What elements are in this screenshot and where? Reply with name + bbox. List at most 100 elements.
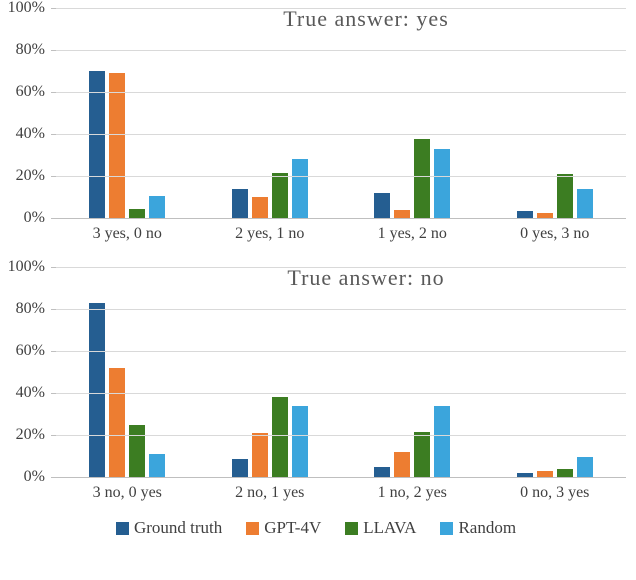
y-tick-label: 80%: [15, 300, 45, 317]
bar-gpt-4v: [251, 432, 268, 477]
bar-group: [484, 8, 627, 218]
gridline: [56, 393, 626, 394]
x-category-label: 3 no, 0 yes: [92, 484, 162, 501]
gridline: [56, 92, 626, 93]
x-category-label: 2 no, 1 yes: [235, 484, 305, 501]
bar-ground-truth: [374, 466, 391, 477]
bar-group: [341, 267, 484, 477]
y-tick-mark: [51, 176, 56, 177]
legend-swatch: [345, 521, 359, 535]
y-tick-label: 0%: [23, 209, 45, 226]
bar-llava: [556, 173, 573, 218]
bar-random: [291, 159, 308, 218]
y-tick-label: 40%: [15, 384, 45, 401]
x-category-label: 1 yes, 2 no: [377, 225, 447, 242]
bar-gpt-4v: [251, 197, 268, 218]
plot-area: True answer: yes: [51, 6, 627, 219]
y-tick-mark: [51, 8, 56, 9]
y-tick-mark: [51, 309, 56, 310]
legend-label: Ground truth: [133, 518, 223, 537]
bar-llava: [129, 208, 146, 218]
legend-label: Random: [458, 518, 517, 537]
bar-llava: [271, 172, 288, 218]
plot-wrap: 0% 20% 40% 60% 80% 100% True answer: no: [6, 258, 626, 485]
gridline: [56, 176, 626, 177]
y-tick-mark: [51, 477, 56, 478]
bar-gpt-4v: [536, 212, 553, 218]
bar-group: [199, 8, 342, 218]
y-tick-label: 100%: [7, 0, 45, 16]
gridline: [56, 50, 626, 51]
plot-area: True answer: no: [51, 265, 626, 478]
bar-ground-truth: [231, 459, 248, 477]
bar-llava: [414, 431, 431, 477]
y-tick-mark: [51, 50, 56, 51]
y-tick-label: 20%: [15, 167, 45, 184]
bar-llava: [414, 139, 431, 218]
chart-true-answer-yes: 0% 20% 40% 60% 80% 100% True answer: yes 3 ye…: [6, 0, 627, 243]
bar-group: [56, 8, 199, 218]
bar-gpt-4v: [394, 451, 411, 477]
y-tick-label: 60%: [15, 83, 45, 100]
gridline: [56, 435, 626, 436]
bar-random: [149, 195, 166, 218]
bar-ground-truth: [89, 302, 106, 477]
bar-llava: [129, 424, 146, 477]
y-axis: 0% 20% 40% 60% 80% 100%: [6, 258, 52, 485]
y-tick-mark: [51, 435, 56, 436]
bar-ground-truth: [89, 71, 106, 218]
legend-label: GPT-4V: [264, 518, 322, 537]
gridline: [56, 218, 626, 219]
bar-random: [434, 148, 451, 218]
gridline: [56, 267, 626, 268]
legend: Ground truth GPT-4V LLAVA Random: [6, 518, 626, 538]
plot-wrap: 0% 20% 40% 60% 80% 100% True answer: yes: [6, 0, 627, 226]
y-tick-mark: [51, 351, 56, 352]
y-tick-label: 60%: [15, 342, 45, 359]
x-category-label: 1 no, 2 yes: [377, 484, 447, 501]
bar-group: [484, 267, 627, 477]
x-axis-labels: 3 no, 0 yes 2 no, 1 yes 1 no, 2 yes 0 no, 3…: [56, 484, 626, 502]
legend-item: Random: [440, 518, 516, 538]
legend-item: LLAVA: [345, 518, 416, 538]
bar-random: [291, 405, 308, 477]
bar-random: [576, 457, 593, 477]
bar-gpt-4v: [394, 209, 411, 218]
legend-swatch: [440, 521, 454, 535]
bar-llava: [271, 397, 288, 477]
y-axis: 0% 20% 40% 60% 80% 100%: [6, 0, 52, 226]
bar-group: [56, 267, 199, 477]
bar-ground-truth: [374, 192, 391, 218]
bar-ground-truth: [231, 188, 248, 218]
y-tick-label: 20%: [15, 426, 45, 443]
bar-gpt-4v: [536, 470, 553, 477]
y-tick-mark: [51, 92, 56, 93]
y-tick-label: 0%: [23, 468, 45, 485]
y-tick-label: 100%: [7, 258, 45, 275]
y-tick-mark: [51, 134, 56, 135]
legend-label: LLAVA: [363, 518, 417, 537]
legend-swatch: [115, 521, 129, 535]
bar-random: [434, 405, 451, 477]
gridline: [56, 351, 626, 352]
y-tick-label: 80%: [15, 41, 45, 58]
x-category-label: 0 yes, 3 no: [520, 225, 590, 242]
bar-llava: [556, 468, 573, 477]
bar-random: [576, 188, 593, 218]
y-tick-mark: [51, 267, 56, 268]
bar-gpt-4v: [109, 73, 126, 218]
bar-groups: [56, 267, 626, 477]
y-tick-label: 40%: [15, 125, 45, 142]
y-tick-mark: [51, 218, 56, 219]
gridline: [56, 8, 626, 9]
bar-ground-truth: [516, 472, 533, 477]
gridline: [56, 477, 626, 478]
x-axis-labels: 3 yes, 0 no 2 yes, 1 no 1 yes, 2 no 0 yes, …: [56, 225, 626, 243]
figure: 0% 20% 40% 60% 80% 100% True answer: yes 3 ye…: [6, 0, 627, 538]
bar-random: [149, 453, 166, 477]
bar-gpt-4v: [109, 367, 126, 477]
chart-true-answer-no: 0% 20% 40% 60% 80% 100% True answer: no 3 no,…: [6, 258, 626, 502]
gridline: [56, 309, 626, 310]
bar-group: [199, 267, 342, 477]
legend-swatch: [246, 521, 260, 535]
